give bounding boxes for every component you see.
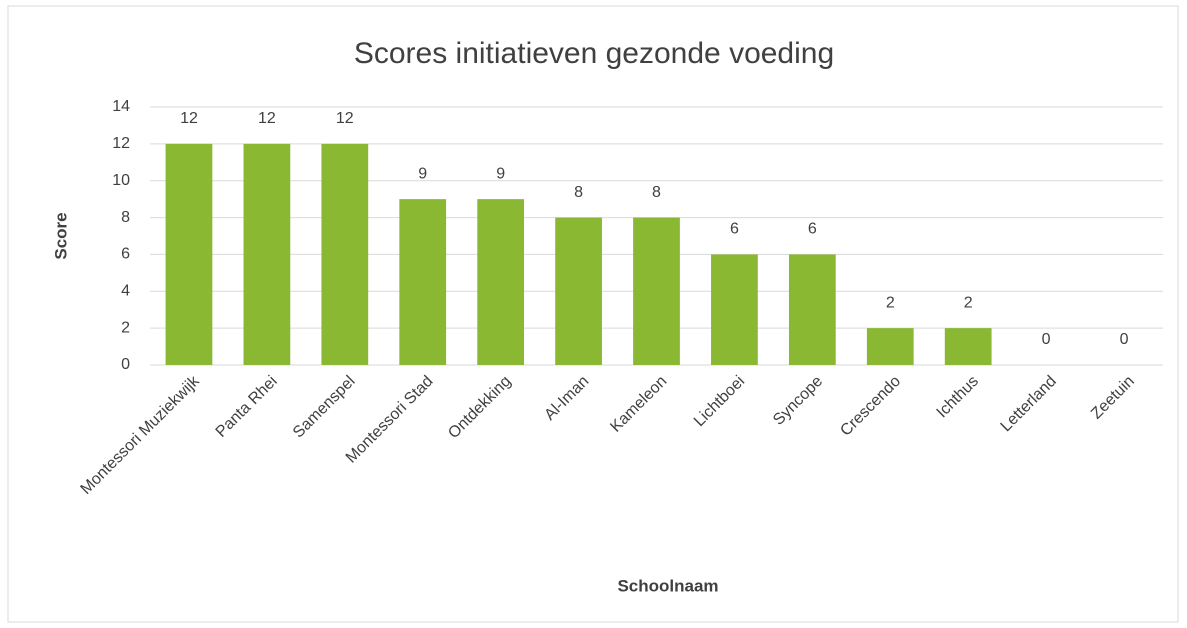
- data-label: 9: [418, 165, 427, 182]
- y-tick-label: 0: [121, 356, 130, 373]
- data-label: 9: [496, 165, 505, 182]
- data-label: 12: [258, 110, 276, 127]
- bar: [243, 143, 291, 365]
- data-label: 2: [964, 294, 973, 311]
- x-axis-label: Schoolnaam: [617, 576, 718, 595]
- y-tick-label: 14: [112, 98, 130, 115]
- bar: [788, 254, 836, 365]
- bar: [555, 217, 602, 365]
- y-tick-label: 10: [112, 172, 130, 189]
- bar: [633, 217, 680, 365]
- bar: [477, 199, 525, 365]
- y-axis-label: Score: [51, 212, 70, 259]
- data-label: 12: [336, 110, 354, 127]
- bar: [711, 254, 758, 365]
- bar: [165, 143, 213, 365]
- data-label: 0: [1042, 331, 1051, 348]
- y-tick-label: 6: [121, 246, 130, 263]
- data-label: 0: [1120, 331, 1129, 348]
- y-tick-label: 2: [121, 319, 130, 336]
- y-tick-label: 12: [112, 135, 130, 152]
- bar: [944, 328, 992, 365]
- bar: [866, 328, 914, 365]
- data-label: 8: [652, 184, 661, 201]
- data-label: 12: [180, 110, 198, 127]
- bar: [321, 143, 369, 365]
- data-label: 2: [886, 294, 895, 311]
- y-tick-label: 8: [121, 209, 130, 226]
- data-label: 8: [574, 184, 583, 201]
- bar: [399, 199, 447, 365]
- y-tick-label: 4: [121, 283, 130, 300]
- data-label: 6: [730, 221, 739, 238]
- data-label: 6: [808, 221, 817, 238]
- chart-title: Scores initiatieven gezonde voeding: [354, 37, 834, 70]
